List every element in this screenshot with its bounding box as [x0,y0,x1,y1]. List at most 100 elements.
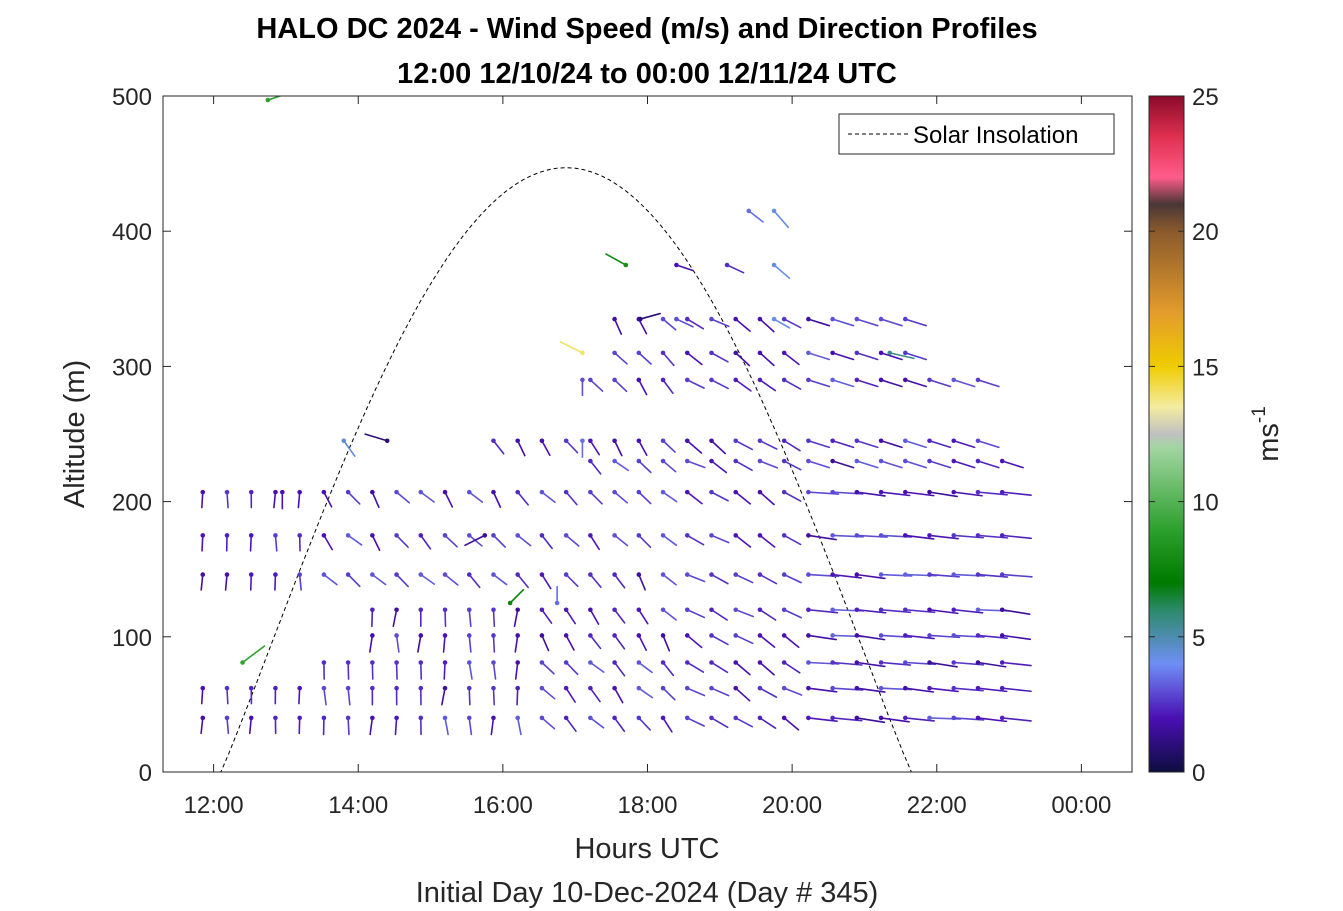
wind-vector-origin [563,715,569,721]
x-tick-label: 22:00 [907,792,967,819]
wind-vector [710,634,729,646]
wind-vector-origin [321,533,327,538]
wind-vector [759,379,777,392]
wind-vector [686,634,703,649]
wind-vector [783,379,802,390]
wind-vector-origin [442,660,448,665]
wind-vector [589,491,603,505]
wind-vector [686,439,703,454]
wind-vector [468,687,471,706]
wind-vector [613,379,628,393]
wind-vector-origin [684,489,690,495]
wind-vector [856,318,879,327]
wind-vector-origin [370,685,375,691]
wind-vector-origin [902,377,908,383]
wind-vector-origin [806,607,811,613]
wind-vector [807,608,839,614]
wind-vector-origin [781,572,787,577]
wind-vector-origin [466,685,472,691]
wind-vector [904,491,935,497]
wind-vector-origin [321,660,327,665]
wind-vector-origin [757,685,763,691]
wind-vector [464,534,486,547]
wind-vector-origin [709,316,714,322]
wind-vector-origin [806,350,811,356]
wind-vector [686,379,705,389]
wind-vector-origin [660,438,666,444]
wind-vector-origin [927,685,932,691]
wind-vector [492,573,508,586]
wind-vector-origin [999,607,1005,613]
wind-vector-origin [771,262,777,268]
wind-vector [516,491,529,506]
wind-vector-origin [927,660,932,665]
wind-vector-origin [491,489,496,495]
wind-vector-origin [806,489,811,495]
wind-vector-origin [515,572,520,577]
wind-vector-origin [733,438,739,444]
wind-vector-origin [660,633,666,638]
wind-vector [638,352,652,365]
wind-vector [613,717,626,733]
wind-vector [880,460,903,469]
wind-vector [710,687,730,697]
wind-vector [686,687,706,697]
wind-vector-origin [491,685,496,691]
wind-vector [639,312,661,320]
wind-vector-origin [588,533,593,538]
wind-vector-origin [684,715,690,721]
wind-vector [807,379,831,388]
wind-vector-origin [733,685,739,691]
wind-vector [1001,661,1032,667]
wind-vector-origin [999,458,1005,464]
wind-vector [734,634,754,645]
wind-vector [226,717,230,735]
wind-vector-origin [878,607,884,613]
wind-vector [444,573,459,586]
wind-vector-origin [297,685,302,691]
wind-vector-origin [999,633,1005,638]
wind-vector [1001,717,1032,722]
wind-vector-origin [539,660,545,665]
wind-vector-origin [466,533,472,538]
wind-vector [492,534,506,548]
wind-vector [274,573,277,591]
wind-vector-origin [757,533,763,538]
wind-vector-origin [999,533,1005,538]
wind-vector [928,379,952,388]
wind-vector-origin [515,533,520,538]
wind-vector [541,717,556,730]
wind-vector [492,608,496,628]
wind-vector [686,608,706,619]
wind-vector-origin [321,685,327,691]
wind-vector [831,573,862,579]
wind-vector [952,379,976,388]
wind-vector-origin [887,350,893,356]
wind-vector-origin [394,489,399,495]
wind-vector-origin [684,533,690,538]
wind-vector-origin [442,533,448,538]
wind-vector-origin [806,685,811,691]
wind-vector [248,717,253,735]
wind-vector [323,534,334,551]
wind-vector-origin [563,438,569,444]
wind-vector [831,439,855,449]
wind-vector-origin [466,489,472,495]
wind-vector [759,318,775,333]
colorbar-tick-label: 10 [1192,490,1219,517]
wind-vector [662,661,675,677]
wind-vector [226,687,229,705]
wind-vector [686,573,706,583]
wind-vector-origin [927,715,932,721]
wind-vector-origin [660,660,666,665]
wind-vector-origin [951,458,957,464]
wind-vector-origin [612,572,617,577]
wind-vector-origin [854,350,860,356]
wind-vector [726,264,745,274]
wind-vector [710,491,729,502]
wind-vector [904,534,935,540]
wind-vector [807,318,831,327]
wind-vector-origin [830,316,835,322]
wind-vector [417,634,422,653]
wind-vector [1001,687,1032,693]
